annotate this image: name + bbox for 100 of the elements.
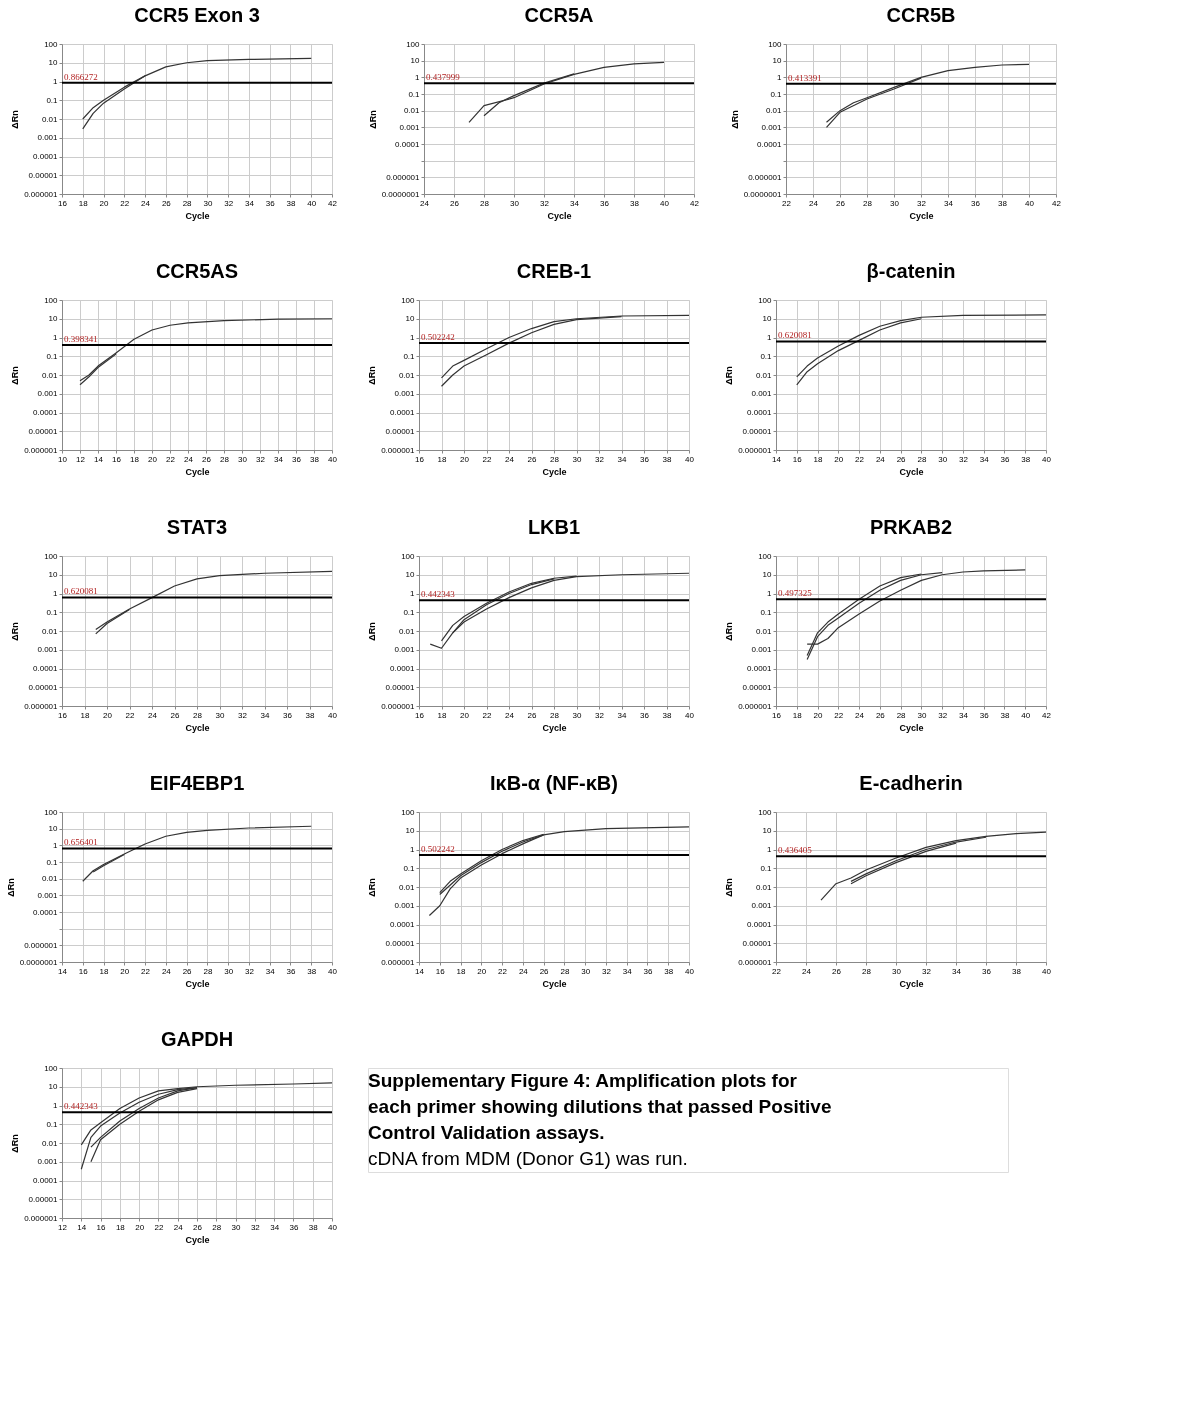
y-tick-label: 0.000001 xyxy=(386,172,421,182)
x-tick-label: 40 xyxy=(660,198,670,208)
y-tick-label: 0.0001 xyxy=(33,664,59,673)
x-tick-label: 36 xyxy=(640,710,650,720)
x-tick-label: 22 xyxy=(772,966,782,976)
chart-title: β-catenin xyxy=(866,260,956,282)
x-tick-label: 24 xyxy=(141,198,151,208)
y-axis-title: ΔRn xyxy=(367,366,378,385)
x-axis-title: Cycle xyxy=(542,466,567,477)
y-tick-label: 0.1 xyxy=(46,351,59,361)
y-tick-label: 10 xyxy=(48,570,59,580)
chart-title: EIF4EBP1 xyxy=(149,772,245,794)
x-tick-label: 22 xyxy=(782,198,792,208)
x-tick-label: 36 xyxy=(292,454,302,464)
y-tick-label: 0.0001 xyxy=(747,408,773,417)
x-tick-label: 16 xyxy=(96,1222,107,1232)
x-tick-label: 18 xyxy=(78,198,89,208)
y-tick-label: 0.0001 xyxy=(747,920,773,929)
y-tick-label: 0.1 xyxy=(760,351,773,361)
y-tick-label: 0.1 xyxy=(46,95,59,105)
y-tick-label: 0.1 xyxy=(46,1119,59,1129)
y-tick-label: 0.0001 xyxy=(33,1176,59,1185)
y-tick-label: 1 xyxy=(777,72,783,82)
x-tick-label: 40 xyxy=(1042,454,1052,464)
y-tick-label: 0.1 xyxy=(408,89,421,99)
x-tick-label: 24 xyxy=(875,454,886,464)
x-tick-label: 30 xyxy=(890,198,900,208)
ref-line-label: 0.620081 xyxy=(778,330,812,341)
y-tick-label: 0.001 xyxy=(751,901,773,911)
y-tick-label: 0.001 xyxy=(394,645,416,655)
x-tick-label: 28 xyxy=(550,454,560,464)
y-tick-label: 10 xyxy=(48,314,59,324)
x-axis-title: Cycle xyxy=(542,978,567,989)
y-tick-label: 0.0001 xyxy=(390,408,416,417)
x-tick-label: 24 xyxy=(161,966,172,976)
ref-line-label: 0.502242 xyxy=(421,844,455,855)
x-tick-label: 28 xyxy=(220,454,230,464)
x-tick-label: 20 xyxy=(813,710,824,720)
y-tick-label: 0.0001 xyxy=(33,152,59,161)
y-tick-label: 0.0001 xyxy=(747,664,773,673)
y-tick-label: 0.1 xyxy=(46,857,59,867)
y-tick-label: 0.000001 xyxy=(24,189,59,199)
x-tick-label: 22 xyxy=(141,966,151,976)
y-axis-title: ΔRn xyxy=(724,366,735,385)
x-tick-label: 34 xyxy=(617,710,627,720)
x-tick-label: 34 xyxy=(570,198,580,208)
y-tick-label: 0.01 xyxy=(765,106,783,116)
x-tick-label: 20 xyxy=(103,710,113,720)
y-tick-label: 0.01 xyxy=(755,370,773,380)
y-tick-label: 0.0001 xyxy=(33,408,59,417)
x-tick-label: 38 xyxy=(630,198,640,208)
x-tick-label: 28 xyxy=(193,710,203,720)
y-tick-label: 0.01 xyxy=(41,114,59,124)
x-tick-label: 32 xyxy=(595,710,605,720)
y-tick-label: 0.1 xyxy=(46,607,59,617)
y-axis-title: ΔRn xyxy=(729,110,740,129)
y-tick-label: 1 xyxy=(767,845,773,854)
y-tick-label: 0.01 xyxy=(41,1138,59,1148)
y-tick-label: 10 xyxy=(762,314,773,324)
x-tick-label: 32 xyxy=(917,198,927,208)
ref-line-label: 0.656401 xyxy=(64,837,98,848)
y-tick-label: 0.01 xyxy=(398,370,416,380)
y-tick-label: 0.000001 xyxy=(381,445,416,455)
x-tick-label: 26 xyxy=(193,1222,203,1232)
x-tick-label: 40 xyxy=(685,966,695,976)
x-axis-title: Cycle xyxy=(542,722,567,733)
y-tick-label: 10 xyxy=(405,826,416,836)
y-tick-label: 0.0001 xyxy=(33,907,59,917)
x-tick-label: 22 xyxy=(834,710,844,720)
x-tick-label: 34 xyxy=(622,966,633,976)
y-tick-label: 0.000001 xyxy=(738,701,773,711)
x-tick-label: 38 xyxy=(664,966,674,976)
x-tick-label: 34 xyxy=(260,710,270,720)
y-tick-label: 0.0001 xyxy=(757,139,783,149)
y-tick-label: 0.0001 xyxy=(390,664,416,673)
x-tick-label: 38 xyxy=(662,710,672,720)
y-tick-label: 1 xyxy=(53,589,59,598)
y-tick-label: 0.000001 xyxy=(738,957,773,967)
x-tick-label: 14 xyxy=(415,966,425,976)
x-tick-label: 30 xyxy=(203,198,213,208)
x-axis-title: Cycle xyxy=(185,1234,210,1245)
x-tick-label: 26 xyxy=(161,198,172,208)
chart-title: CCR5B xyxy=(886,4,956,26)
y-tick-label: 1 xyxy=(53,333,59,342)
x-tick-label: 40 xyxy=(307,198,317,208)
chart-title: CCR5A xyxy=(524,4,594,26)
x-tick-label: 20 xyxy=(834,454,844,464)
x-tick-label: 36 xyxy=(1000,454,1010,464)
x-tick-label: 40 xyxy=(1042,966,1052,976)
x-axis-title: Cycle xyxy=(899,722,924,733)
ref-line-label: 0.442343 xyxy=(64,1101,99,1112)
ref-line-label: 0.497325 xyxy=(778,588,813,599)
x-tick-label: 14 xyxy=(94,454,104,464)
y-tick-label: 100 xyxy=(44,551,59,561)
x-tick-label: 34 xyxy=(270,1222,280,1232)
chart-title: LKB1 xyxy=(527,516,581,538)
x-tick-label: 20 xyxy=(135,1222,145,1232)
y-axis-title: ΔRn xyxy=(724,878,735,897)
y-tick-label: 10 xyxy=(405,314,416,324)
y-tick-label: 10 xyxy=(762,826,773,836)
